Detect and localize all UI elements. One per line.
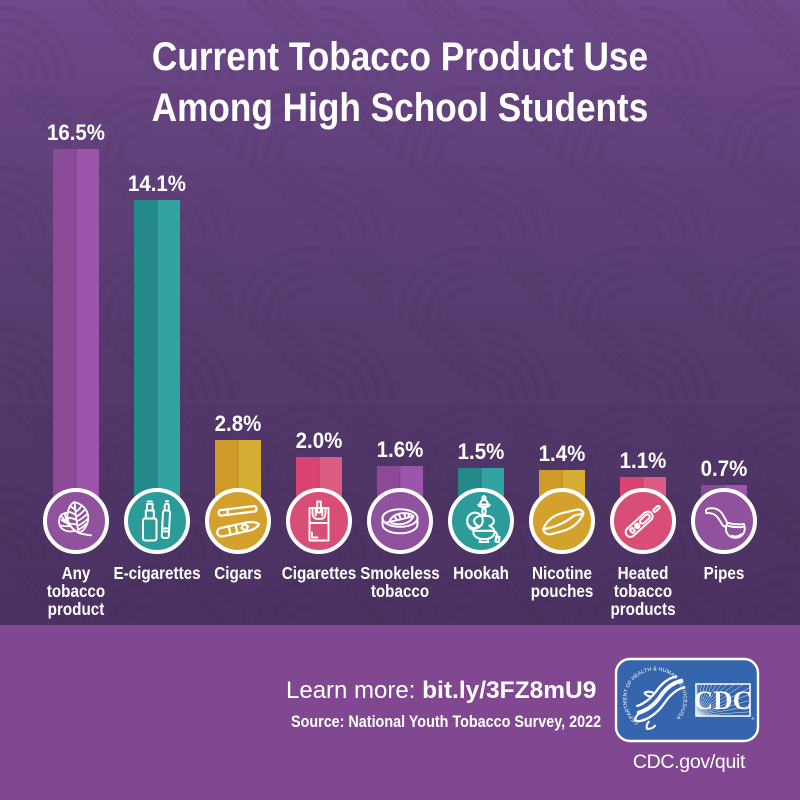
- svg-text:CDC: CDC: [694, 685, 752, 715]
- svg-text:®: ®: [752, 717, 755, 721]
